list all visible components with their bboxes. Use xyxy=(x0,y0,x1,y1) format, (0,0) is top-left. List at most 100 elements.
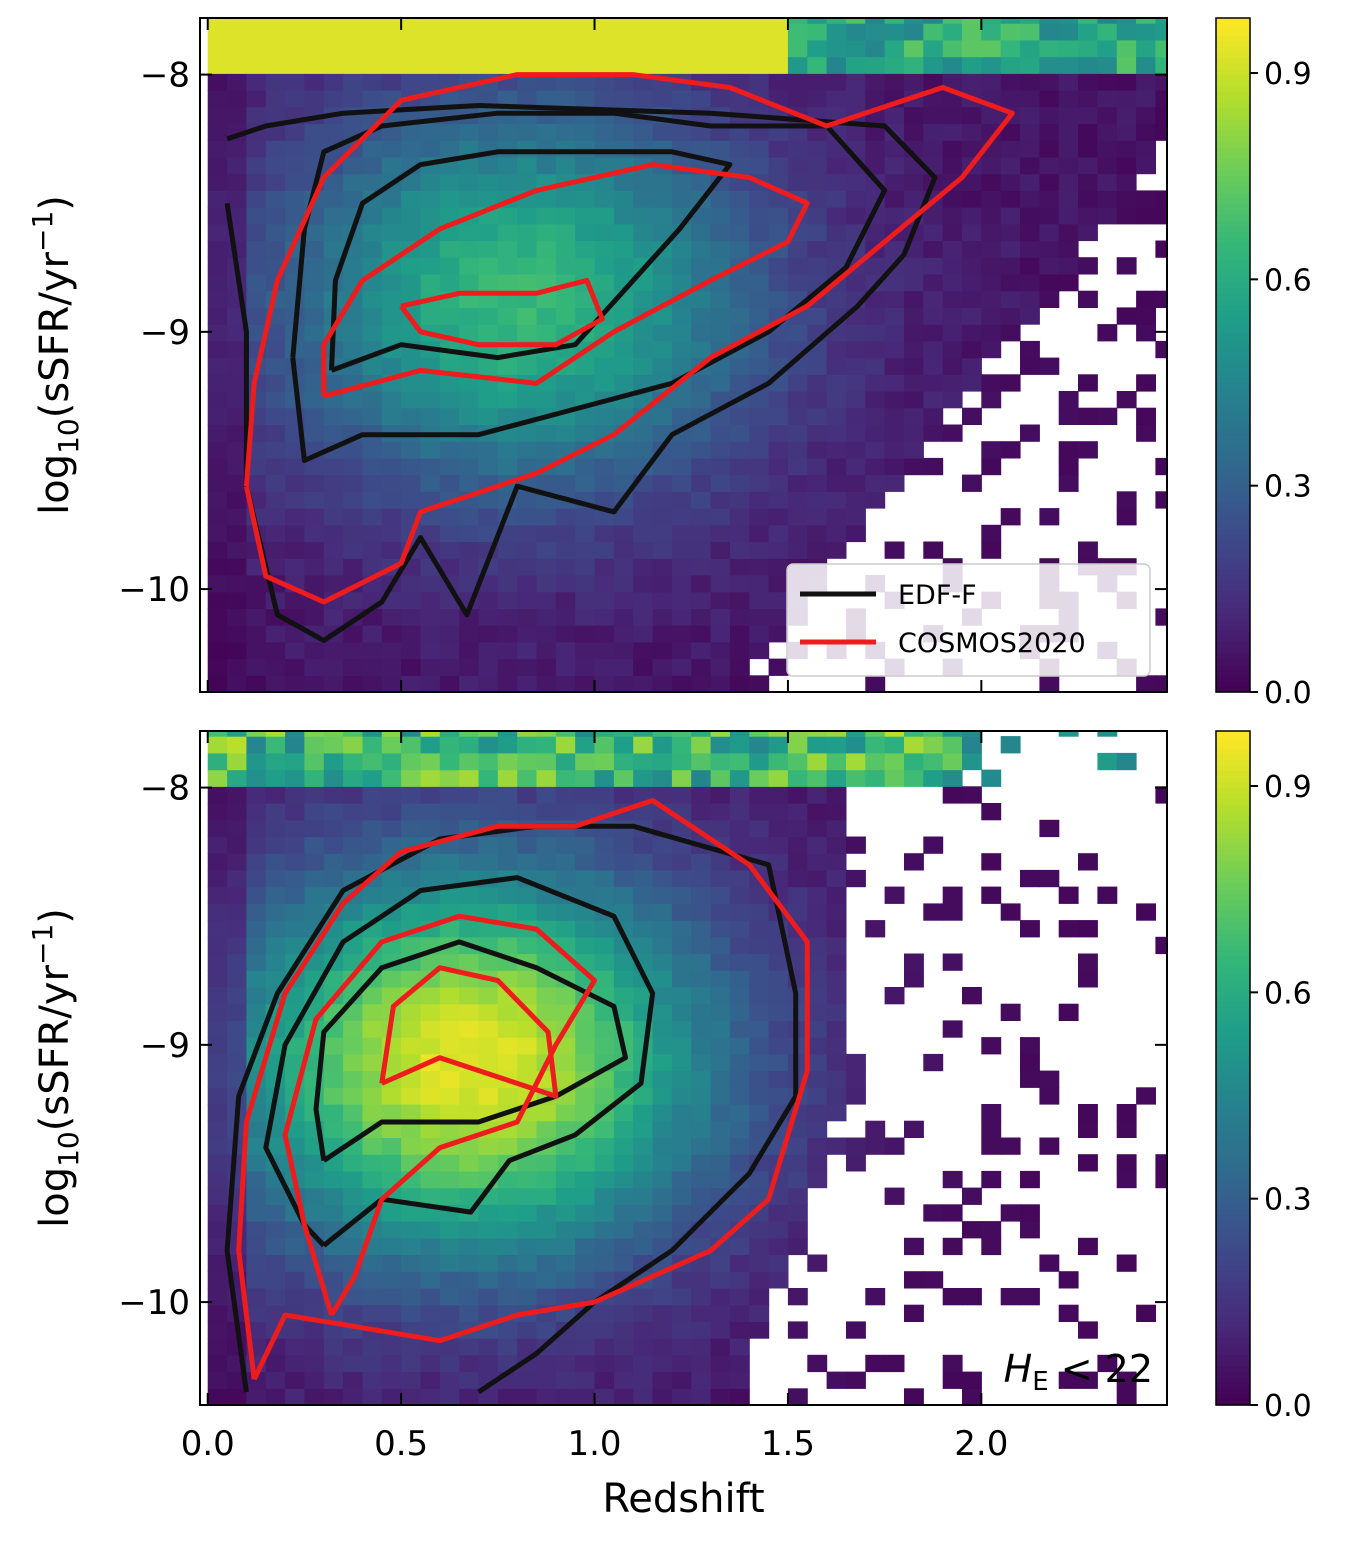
heatmap-cell xyxy=(285,786,305,804)
heatmap-cell xyxy=(497,803,518,821)
heatmap-cell xyxy=(401,903,421,921)
heatmap-cell xyxy=(555,1338,576,1356)
heatmap-cell xyxy=(1155,190,1167,208)
heatmap-cell xyxy=(497,936,518,955)
heatmap-cell xyxy=(362,290,383,308)
heatmap-cell xyxy=(942,223,963,242)
heatmap-cell xyxy=(826,541,847,559)
heatmap-cell xyxy=(613,1120,634,1138)
heatmap-cell xyxy=(517,56,538,74)
heatmap-cell xyxy=(343,1087,363,1105)
heatmap-cell xyxy=(536,18,557,24)
heatmap-cell xyxy=(594,675,615,692)
colorbar-segment xyxy=(1216,197,1250,204)
heatmap-cell xyxy=(613,1254,634,1272)
heatmap-cell xyxy=(846,274,866,292)
heatmap-cell xyxy=(671,240,692,258)
colorbar-segment xyxy=(1216,450,1250,457)
heatmap-cell xyxy=(343,23,363,41)
heatmap-cell xyxy=(207,18,228,24)
heatmap-cell xyxy=(304,340,325,359)
heatmap-cell xyxy=(691,970,712,988)
heatmap-cell xyxy=(1058,1304,1079,1322)
heatmap-cell xyxy=(865,39,886,58)
heatmap-cell xyxy=(575,357,596,375)
heatmap-cell xyxy=(1155,56,1167,74)
heatmap-cell xyxy=(439,1120,460,1138)
heatmap-cell xyxy=(207,558,228,576)
heatmap-cell xyxy=(1039,56,1060,74)
heatmap-cell xyxy=(227,18,247,24)
axes-frame xyxy=(199,17,1168,693)
heatmap-cell xyxy=(304,491,325,509)
heatmap-cell xyxy=(536,658,557,676)
heatmap-cell xyxy=(459,886,480,904)
heatmap-cell xyxy=(710,90,731,108)
heatmap-cell xyxy=(633,1204,654,1222)
heatmap-cell xyxy=(304,731,325,737)
colorbar-segment xyxy=(1216,1258,1250,1266)
heatmap-cell xyxy=(846,1087,866,1105)
heatmap-cell xyxy=(904,23,924,41)
heatmap-cell xyxy=(749,1053,770,1072)
colorbar-segment xyxy=(1216,405,1250,412)
heatmap-cell xyxy=(420,1254,441,1272)
heatmap-cell xyxy=(729,307,750,325)
heatmap-cell xyxy=(884,240,905,258)
colorbar-segment xyxy=(1216,158,1250,165)
heatmap-cell xyxy=(846,752,866,771)
heatmap-cell xyxy=(962,1187,982,1205)
heatmap-cell xyxy=(362,541,383,559)
heatmap-cell xyxy=(652,953,673,971)
heatmap-cell xyxy=(1078,207,1098,225)
heatmap-cell xyxy=(884,207,905,225)
heatmap-cell xyxy=(207,73,228,91)
heatmap-cell xyxy=(517,18,538,24)
heatmap-cell xyxy=(1136,73,1156,91)
heatmap-cell xyxy=(846,736,866,754)
heatmap-cell xyxy=(962,987,982,1005)
heatmap-cell xyxy=(555,508,576,526)
heatmap-cell xyxy=(575,558,596,576)
heatmap-cell xyxy=(459,558,480,576)
colorbar-segment xyxy=(1216,523,1250,530)
heatmap-cell xyxy=(517,1237,538,1256)
heatmap-cell xyxy=(729,274,750,292)
heatmap-cell xyxy=(323,374,344,392)
heatmap-cell xyxy=(439,1221,460,1239)
heatmap-cell xyxy=(671,1070,692,1088)
heatmap-cell xyxy=(575,1237,596,1256)
heatmap-cell xyxy=(749,56,770,74)
heatmap-cell xyxy=(807,56,828,74)
y-axis-label-part: −1 xyxy=(26,211,59,252)
heatmap-cell xyxy=(787,457,808,476)
heatmap-cell xyxy=(459,190,480,208)
heatmap-cell xyxy=(787,936,808,955)
heatmap-cell xyxy=(807,731,828,737)
y-axis-label-part: (sSFR/yr xyxy=(32,251,78,418)
heatmap-cell xyxy=(246,769,267,787)
heatmap-cell xyxy=(1097,173,1118,191)
heatmap-cell xyxy=(246,786,267,804)
colorbar-segment xyxy=(1216,169,1250,176)
heatmap-cell xyxy=(729,658,750,676)
heatmap-cell xyxy=(633,886,654,904)
heatmap-cell xyxy=(381,1254,402,1272)
heatmap-cell xyxy=(1078,23,1098,41)
heatmap-cell xyxy=(942,1204,963,1222)
heatmap-cell xyxy=(691,920,712,938)
heatmap-cell xyxy=(613,1003,634,1021)
heatmap-cell xyxy=(285,1254,305,1272)
heatmap-cell xyxy=(1020,357,1040,375)
heatmap-cell xyxy=(536,441,557,459)
heatmap-cell xyxy=(401,1221,421,1239)
heatmap-cell xyxy=(459,675,480,692)
heatmap-cell xyxy=(420,1371,441,1389)
heatmap-cell xyxy=(787,39,808,58)
heatmap-cell xyxy=(807,769,828,787)
heatmap-cell xyxy=(671,1104,692,1122)
heatmap-cell xyxy=(362,23,383,41)
heatmap-cell xyxy=(517,987,538,1005)
heatmap-cell xyxy=(207,1354,228,1373)
heatmap-cell xyxy=(439,90,460,108)
